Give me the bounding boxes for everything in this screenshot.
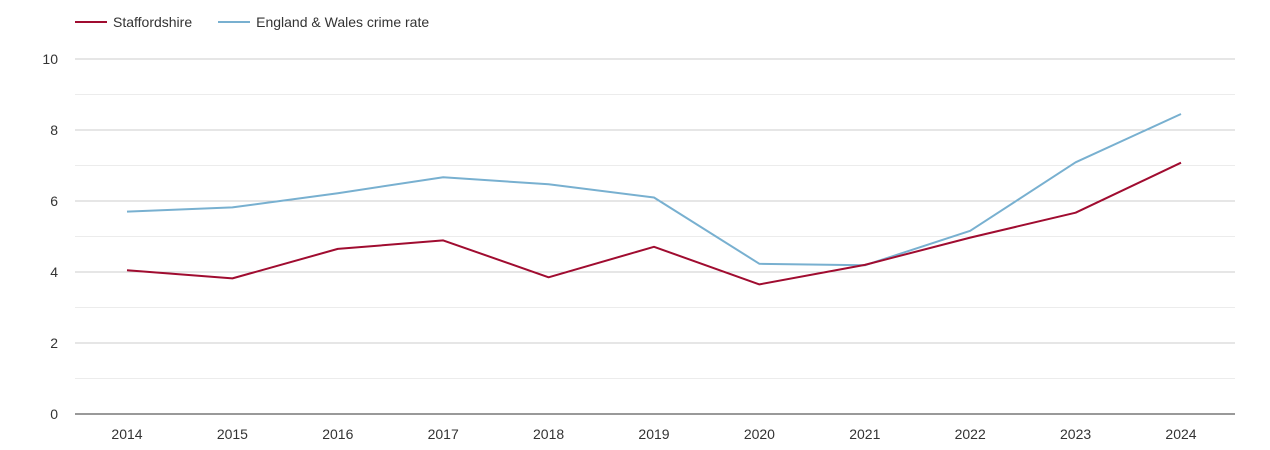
x-tick-label: 2018 [533, 426, 564, 442]
legend-label-england-wales: England & Wales crime rate [256, 14, 430, 30]
legend-label-staffordshire: Staffordshire [113, 14, 193, 30]
legend-item-england-wales[interactable]: England & Wales crime rate [218, 14, 429, 30]
legend-swatch-staffordshire [75, 21, 107, 23]
y-tick-label: 10 [42, 51, 58, 67]
y-tick-label: 4 [50, 264, 58, 280]
x-tick-label: 2014 [111, 426, 142, 442]
x-tick-label: 2019 [638, 426, 669, 442]
x-tick-label: 2021 [849, 426, 880, 442]
x-tick-label: 2020 [744, 426, 775, 442]
y-tick-label: 8 [50, 122, 58, 138]
x-tick-label: 2017 [428, 426, 459, 442]
x-tick-label: 2023 [1060, 426, 1091, 442]
y-tick-label: 0 [50, 406, 58, 422]
legend: Staffordshire England & Wales crime rate [75, 14, 455, 30]
series-line-staffordshire [126, 161, 1182, 286]
series-line-england-wales-crime-rate [126, 113, 1182, 267]
y-tick-label: 2 [50, 335, 58, 351]
legend-item-staffordshire[interactable]: Staffordshire [75, 14, 192, 30]
legend-swatch-england-wales [218, 21, 251, 23]
y-tick-label: 6 [50, 193, 58, 209]
x-tick-label: 2024 [1165, 426, 1196, 442]
x-tick-label: 2015 [217, 426, 248, 442]
x-tick-label: 2016 [322, 426, 353, 442]
x-tick-label: 2022 [955, 426, 986, 442]
